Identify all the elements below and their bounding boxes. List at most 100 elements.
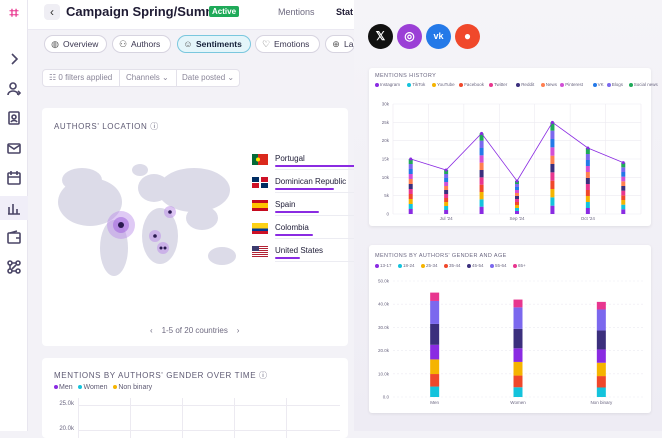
bar-segment[interactable]: [550, 155, 555, 164]
map-marker[interactable]: [159, 246, 163, 250]
legend-item[interactable]: Instagram: [375, 82, 400, 87]
tab-overview[interactable]: ◍ Overview: [44, 35, 107, 53]
bar-segment[interactable]: [596, 387, 606, 397]
country-row[interactable]: Colombia: [252, 221, 359, 241]
bar-segment[interactable]: [430, 300, 440, 324]
bar-segment[interactable]: [550, 172, 555, 181]
bar-segment[interactable]: [515, 184, 519, 187]
bar-segment[interactable]: [596, 376, 606, 388]
legend-item-men[interactable]: Men: [54, 384, 73, 391]
bar-segment[interactable]: [444, 194, 449, 198]
bar-segment[interactable]: [585, 196, 590, 202]
bar-segment[interactable]: [444, 178, 449, 182]
bar-segment[interactable]: [585, 208, 590, 214]
legend-item[interactable]: Facebook: [459, 82, 484, 87]
legend-item[interactable]: 55-64: [490, 263, 507, 268]
bar-segment[interactable]: [408, 199, 413, 204]
bar-segment[interactable]: [513, 307, 523, 329]
bar-segment[interactable]: [585, 202, 590, 208]
bar-segment[interactable]: [408, 204, 413, 209]
bar-segment[interactable]: [408, 179, 413, 184]
chevron-right-icon[interactable]: [6, 51, 22, 67]
back-button[interactable]: ‹: [44, 4, 60, 20]
bar-segment[interactable]: [430, 344, 440, 360]
legend-item-non-binary[interactable]: Non binary: [113, 384, 152, 391]
bar-segment[interactable]: [408, 209, 413, 214]
map-marker[interactable]: [163, 246, 167, 250]
country-row[interactable]: Portugal: [252, 152, 359, 172]
bar-segment[interactable]: [585, 160, 590, 166]
bar-segment[interactable]: [513, 299, 523, 308]
bar-segment[interactable]: [515, 205, 519, 208]
bar-segment[interactable]: [621, 209, 626, 214]
wallet-icon[interactable]: [6, 229, 22, 245]
bar-segment[interactable]: [479, 162, 484, 170]
bar-segment[interactable]: [444, 210, 449, 214]
bar-segment[interactable]: [585, 172, 590, 178]
legend-item[interactable]: Pinterest: [560, 82, 583, 87]
bar-segment[interactable]: [596, 330, 606, 350]
bar-segment[interactable]: [596, 301, 606, 310]
bar-segment[interactable]: [515, 199, 519, 202]
mail-icon[interactable]: [6, 140, 22, 156]
vk-icon[interactable]: vk: [426, 24, 451, 49]
bar-segment[interactable]: [430, 323, 440, 345]
bar-segment[interactable]: [430, 359, 440, 375]
map-marker-portugal[interactable]: [118, 222, 124, 228]
tab-mentions[interactable]: Mentions: [278, 7, 315, 17]
legend-item[interactable]: News: [540, 82, 557, 87]
tab-stats[interactable]: Stat: [336, 7, 354, 17]
tab-sentiments[interactable]: ☺ Sentiments: [177, 35, 251, 53]
legend-item[interactable]: Reddit: [516, 82, 534, 87]
bar-segment[interactable]: [515, 208, 519, 211]
map-marker[interactable]: [168, 210, 172, 214]
bar-segment[interactable]: [621, 162, 626, 168]
bar-segment[interactable]: [585, 178, 590, 184]
bar-segment[interactable]: [550, 164, 555, 173]
line-point[interactable]: [515, 179, 519, 183]
legend-item[interactable]: 35-44: [444, 263, 461, 268]
bar-segment[interactable]: [585, 190, 590, 196]
bar-segment[interactable]: [585, 184, 590, 190]
contacts-icon[interactable]: [6, 110, 22, 126]
bar-segment[interactable]: [621, 186, 626, 191]
bar-segment[interactable]: [550, 197, 555, 206]
bar-segment[interactable]: [479, 206, 484, 214]
bar-segment[interactable]: [479, 199, 484, 207]
reddit-icon[interactable]: ●: [455, 24, 480, 49]
bar-segment[interactable]: [479, 133, 484, 141]
info-icon[interactable]: ⓘ: [258, 371, 268, 380]
bar-segment[interactable]: [479, 192, 484, 200]
legend-item[interactable]: TikTok: [407, 82, 425, 87]
bar-segment[interactable]: [513, 361, 523, 376]
legend-item[interactable]: Blogs: [606, 82, 623, 87]
bar-segment[interactable]: [430, 292, 440, 301]
next-page-button[interactable]: ›: [236, 326, 240, 335]
line-point[interactable]: [444, 168, 448, 172]
bar-segment[interactable]: [408, 184, 413, 189]
legend-item[interactable]: Twitter: [489, 82, 507, 87]
x-icon[interactable]: 𝕏: [368, 24, 393, 49]
bar-segment[interactable]: [621, 167, 626, 172]
bar-segment[interactable]: [513, 348, 523, 362]
bar-segment[interactable]: [596, 309, 606, 331]
tab-languages[interactable]: ⊕ La: [325, 35, 355, 53]
bar-segment[interactable]: [585, 166, 590, 172]
bar-segment[interactable]: [621, 190, 626, 196]
bar-segment[interactable]: [550, 189, 555, 198]
bar-segment[interactable]: [585, 154, 590, 160]
country-row[interactable]: Dominican Republic: [252, 175, 359, 195]
users-icon[interactable]: [6, 81, 22, 97]
brand-logo[interactable]: ⌗: [9, 5, 19, 22]
bar-segment[interactable]: [621, 176, 626, 182]
bar-segment[interactable]: [621, 204, 626, 210]
bar-segment[interactable]: [515, 190, 519, 193]
line-point[interactable]: [409, 157, 413, 161]
bar-segment[interactable]: [444, 202, 449, 206]
country-row[interactable]: United States: [252, 244, 359, 264]
legend-item[interactable]: 13-17: [375, 263, 392, 268]
legend-item[interactable]: VK: [592, 82, 604, 87]
bar-segment[interactable]: [550, 147, 555, 156]
bar-segment[interactable]: [550, 130, 555, 139]
bar-segment[interactable]: [550, 122, 555, 131]
